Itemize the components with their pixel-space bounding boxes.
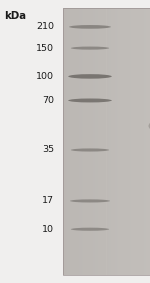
Bar [108, 8, 109, 275]
Bar [64, 8, 66, 275]
Bar [138, 8, 140, 275]
Text: 210: 210 [36, 22, 54, 31]
Bar [112, 8, 114, 275]
Ellipse shape [68, 98, 112, 102]
Bar [104, 8, 105, 275]
Bar [125, 8, 127, 275]
Bar [105, 8, 106, 275]
Bar [127, 8, 128, 275]
Bar [101, 8, 102, 275]
Bar [117, 8, 118, 275]
Bar [76, 8, 78, 275]
Bar [115, 8, 117, 275]
Bar [146, 8, 147, 275]
Bar [133, 8, 134, 275]
Bar [63, 8, 150, 275]
Bar [83, 8, 85, 275]
Bar [80, 8, 82, 275]
Bar [92, 8, 93, 275]
Bar [73, 8, 75, 275]
Bar [88, 8, 89, 275]
Ellipse shape [68, 74, 112, 79]
Bar [122, 8, 124, 275]
Bar [124, 8, 125, 275]
Text: 17: 17 [42, 196, 54, 205]
Text: 150: 150 [36, 44, 54, 53]
Bar [63, 8, 64, 275]
Bar [63, 8, 150, 275]
Bar [96, 8, 98, 275]
Bar [85, 8, 86, 275]
Bar [148, 8, 150, 275]
Bar [128, 8, 130, 275]
Bar [82, 8, 83, 275]
Bar [135, 8, 137, 275]
Ellipse shape [71, 228, 109, 231]
Ellipse shape [71, 148, 109, 152]
Text: 100: 100 [36, 72, 54, 81]
Text: 70: 70 [42, 96, 54, 105]
Bar [147, 8, 148, 275]
Bar [72, 8, 73, 275]
Bar [134, 8, 135, 275]
Bar [95, 8, 96, 275]
Bar [137, 8, 138, 275]
Bar [69, 8, 70, 275]
Bar [114, 8, 115, 275]
Bar [111, 8, 112, 275]
Bar [89, 8, 91, 275]
Bar [78, 8, 79, 275]
Bar [141, 8, 143, 275]
Bar [140, 8, 141, 275]
Bar [91, 8, 92, 275]
Bar [121, 8, 122, 275]
Ellipse shape [69, 25, 111, 29]
Ellipse shape [71, 46, 109, 50]
Bar [102, 8, 104, 275]
Bar [106, 8, 108, 275]
Bar [66, 8, 67, 275]
Bar [99, 8, 101, 275]
Bar [120, 8, 121, 275]
Text: kDa: kDa [4, 10, 26, 21]
Bar [143, 8, 144, 275]
Text: 10: 10 [42, 225, 54, 234]
Bar [109, 8, 111, 275]
Bar [118, 8, 120, 275]
Ellipse shape [148, 117, 150, 135]
Text: 35: 35 [42, 145, 54, 155]
Bar [79, 8, 80, 275]
Bar [98, 8, 99, 275]
Bar [131, 8, 133, 275]
Bar [144, 8, 146, 275]
Bar [70, 8, 72, 275]
Bar [86, 8, 88, 275]
Bar [75, 8, 76, 275]
Bar [130, 8, 131, 275]
Bar [93, 8, 95, 275]
Ellipse shape [70, 199, 110, 203]
Bar [67, 8, 69, 275]
